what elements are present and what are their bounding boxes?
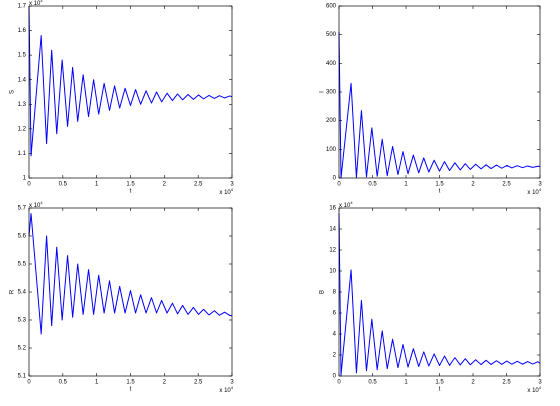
x-tick-label: 3: [538, 182, 542, 188]
y-tick-label: 1.6: [18, 28, 27, 34]
x-tick-label: 2: [163, 182, 167, 188]
data-line: [338, 31, 541, 179]
y-tick-label: 4: [333, 332, 337, 338]
y-tick-label: 5.2: [18, 346, 27, 352]
x-axis-label: t: [130, 189, 132, 195]
y-tick-label: 100: [326, 147, 337, 153]
x-tick-label: 3: [230, 380, 234, 386]
y-tick-label: 14: [329, 227, 336, 233]
x-tick-label: 1.5: [435, 182, 444, 188]
y-axis-label: I: [320, 91, 326, 93]
scale-label: x 104: [339, 200, 353, 209]
scale-exponent: 4: [40, 200, 43, 205]
x-tick-label: 0.5: [59, 380, 68, 386]
y-tick-label: 1.4: [18, 77, 27, 83]
scale-base: x 10: [219, 190, 231, 196]
y-tick-label: 2: [333, 353, 337, 359]
y-axis-label: S: [10, 90, 16, 94]
y-tick-label: 1.2: [18, 126, 27, 132]
x-tick-label: 2: [163, 380, 167, 386]
data-line: [28, 213, 233, 335]
y-tick-label: 1.1: [18, 151, 27, 157]
x-tick-label: 1: [95, 182, 99, 188]
y-tick-label: 16: [329, 206, 336, 212]
scale-base: x 10: [219, 388, 231, 394]
scale-label: x 104: [527, 187, 541, 196]
y-tick-label: 1.5: [18, 53, 27, 59]
x-tick-label: 3: [230, 182, 234, 188]
scale-base: x 10: [339, 203, 351, 209]
scale-exponent: 4: [231, 385, 234, 390]
scale-exponent: 4: [231, 187, 234, 192]
x-tick-label: 0: [337, 182, 341, 188]
y-tick-label: 5.4: [18, 290, 27, 296]
x-tick-label: 2.5: [502, 182, 511, 188]
x-axis-label: t: [439, 387, 441, 393]
x-tick-label: 2: [471, 182, 475, 188]
y-axis-label: B: [320, 290, 326, 294]
scale-base: x 10: [29, 1, 41, 7]
x-tick-label: 0.5: [368, 380, 377, 386]
x-tick-label: 0: [337, 380, 341, 386]
y-tick-label: 10: [329, 269, 336, 275]
plot-area: [29, 6, 232, 178]
y-tick-label: 1: [23, 176, 27, 182]
x-tick-label: 0: [27, 380, 31, 386]
y-tick-label: 1.7: [18, 4, 27, 10]
y-tick-label: 6: [333, 311, 337, 317]
y-tick-label: 5.7: [18, 206, 27, 212]
x-tick-label: 1: [404, 182, 408, 188]
scale-base: x 10: [29, 203, 41, 209]
y-tick-label: 400: [326, 61, 337, 67]
x-tick-label: 2.5: [194, 182, 203, 188]
scale-label: x 104: [29, 200, 43, 209]
scale-exponent: 4: [40, 0, 43, 3]
x-tick-label: 1: [95, 380, 99, 386]
y-tick-label: 600: [326, 4, 337, 10]
scale-exponent: 4: [539, 385, 542, 390]
y-tick-label: 5.5: [18, 262, 27, 268]
scale-label: x 104: [527, 385, 541, 394]
y-tick-label: 5.3: [18, 318, 27, 324]
y-tick-label: 0: [333, 176, 337, 182]
x-axis-label: t: [439, 189, 441, 195]
x-tick-label: 0.5: [59, 182, 68, 188]
scale-base: x 10: [527, 190, 539, 196]
y-tick-label: 8: [333, 290, 337, 296]
data-line: [338, 213, 541, 376]
y-tick-label: 1.3: [18, 102, 27, 108]
plot-area: [339, 6, 540, 178]
y-tick-label: 0: [333, 374, 337, 380]
scale-base: x 10: [527, 388, 539, 394]
y-tick-label: 12: [329, 248, 336, 254]
y-tick-label: 500: [326, 32, 337, 38]
y-axis-label: R: [10, 289, 16, 294]
plot-area: [339, 208, 540, 376]
scale-label: x 104: [219, 187, 233, 196]
x-tick-label: 1.5: [435, 380, 444, 386]
x-tick-label: 2.5: [502, 380, 511, 386]
scale-label: x 104: [29, 0, 43, 7]
data-line: [28, 5, 233, 157]
x-tick-label: 2.5: [194, 380, 203, 386]
x-tick-label: 0.5: [368, 182, 377, 188]
scale-label: x 104: [219, 385, 233, 394]
x-axis-label: t: [130, 387, 132, 393]
y-tick-label: 300: [326, 90, 337, 96]
scale-exponent: 4: [350, 200, 353, 205]
x-tick-label: 1: [404, 380, 408, 386]
x-tick-label: 2: [471, 380, 475, 386]
x-tick-label: 1.5: [126, 182, 135, 188]
y-tick-label: 200: [326, 118, 337, 124]
scale-exponent: 4: [539, 187, 542, 192]
x-tick-label: 3: [538, 380, 542, 386]
x-tick-label: 0: [27, 182, 31, 188]
x-tick-label: 1.5: [126, 380, 135, 386]
y-tick-label: 5.1: [18, 374, 27, 380]
y-tick-label: 5.6: [18, 234, 27, 240]
